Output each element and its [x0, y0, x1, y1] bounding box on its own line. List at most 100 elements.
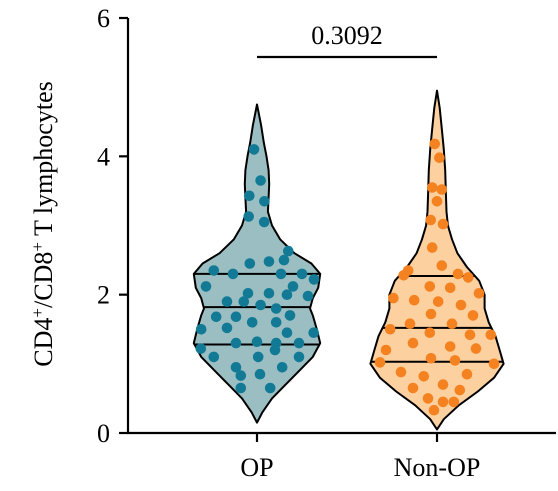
data-point — [437, 396, 449, 408]
data-point — [422, 393, 434, 404]
data-point — [258, 216, 270, 228]
data-point — [408, 294, 420, 306]
data-point — [242, 288, 254, 299]
violin-group — [192, 103, 322, 424]
data-point — [278, 254, 290, 266]
data-point — [230, 337, 242, 349]
x-tick-label: Non-OP — [394, 453, 481, 482]
data-point — [454, 384, 466, 396]
data-point — [407, 337, 419, 349]
data-point — [407, 382, 419, 394]
data-point — [395, 366, 407, 378]
data-point — [230, 311, 242, 323]
data-point — [452, 268, 464, 280]
data-point — [424, 281, 436, 292]
data-point — [281, 289, 293, 301]
data-point — [388, 292, 399, 304]
data-point — [431, 196, 443, 207]
y-tick-label: 2 — [97, 281, 110, 310]
data-point — [264, 382, 276, 394]
y-tick-label: 6 — [97, 4, 110, 33]
data-point — [276, 362, 288, 373]
comparison-bracket: 0.3092 — [257, 21, 437, 59]
data-point — [398, 270, 410, 281]
data-point — [221, 322, 233, 334]
violin-layer — [192, 89, 505, 431]
data-point — [424, 327, 436, 339]
data-point — [462, 272, 474, 283]
data-point — [432, 296, 444, 307]
data-point — [485, 329, 497, 341]
axis-layer: OP Non-OP 0 2 4 6 — [97, 4, 556, 482]
x-tick-label: OP — [240, 453, 273, 482]
data-point — [426, 242, 438, 253]
data-point — [255, 175, 266, 186]
data-point — [281, 327, 293, 339]
y-label-part: CD4 — [29, 318, 58, 367]
data-point — [436, 184, 448, 195]
data-point — [308, 274, 320, 285]
data-point — [244, 258, 256, 269]
y-tick-label: 0 — [97, 419, 110, 448]
data-point — [293, 337, 305, 349]
data-point — [380, 344, 392, 356]
data-point — [437, 218, 449, 230]
data-point — [436, 260, 448, 271]
data-point — [384, 324, 396, 335]
data-point — [425, 214, 437, 226]
data-point — [208, 351, 220, 363]
data-point — [473, 288, 485, 299]
data-point — [374, 357, 386, 368]
data-point — [195, 343, 207, 354]
data-point — [446, 318, 458, 330]
y-label-part: T lymphocytes — [29, 81, 58, 242]
data-point — [444, 341, 456, 352]
data-point — [488, 358, 500, 370]
data-point — [270, 303, 282, 314]
data-point — [251, 336, 263, 348]
data-point — [437, 379, 449, 390]
data-point — [246, 317, 258, 328]
data-point — [429, 138, 441, 150]
data-point — [275, 268, 287, 280]
data-point — [210, 311, 222, 323]
y-axis-label: CD4+/CD8+ T lymphocytes — [28, 81, 58, 366]
data-point — [404, 318, 416, 330]
y-label-superscript: + — [28, 308, 47, 318]
data-point — [235, 382, 247, 394]
data-point — [252, 351, 264, 363]
comparison-p-value: 0.3092 — [311, 21, 383, 50]
data-point — [195, 324, 207, 335]
data-point — [244, 190, 255, 202]
data-point — [425, 308, 437, 320]
data-point — [230, 362, 242, 373]
violin-body — [192, 103, 322, 424]
data-point — [287, 281, 299, 292]
data-point — [259, 196, 270, 207]
data-point — [255, 299, 266, 311]
data-point — [296, 268, 308, 280]
data-point — [284, 310, 296, 321]
data-point — [263, 256, 275, 267]
violin-group — [369, 89, 505, 431]
data-point — [449, 355, 461, 366]
data-point — [263, 288, 275, 299]
data-point — [444, 282, 456, 294]
data-point — [425, 353, 437, 364]
data-point — [293, 351, 305, 363]
data-point — [464, 329, 476, 341]
data-point — [427, 182, 438, 193]
data-point — [208, 265, 220, 276]
data-point — [283, 245, 294, 257]
data-point — [302, 290, 314, 302]
data-point — [254, 368, 266, 380]
data-point — [238, 296, 250, 307]
data-point — [467, 310, 479, 321]
data-point — [470, 343, 482, 354]
data-point — [200, 281, 212, 292]
y-label-part: /CD8 — [29, 252, 58, 308]
data-point — [308, 327, 320, 339]
data-point — [434, 152, 445, 163]
y-tick-label: 4 — [97, 142, 110, 171]
data-point — [248, 144, 260, 155]
